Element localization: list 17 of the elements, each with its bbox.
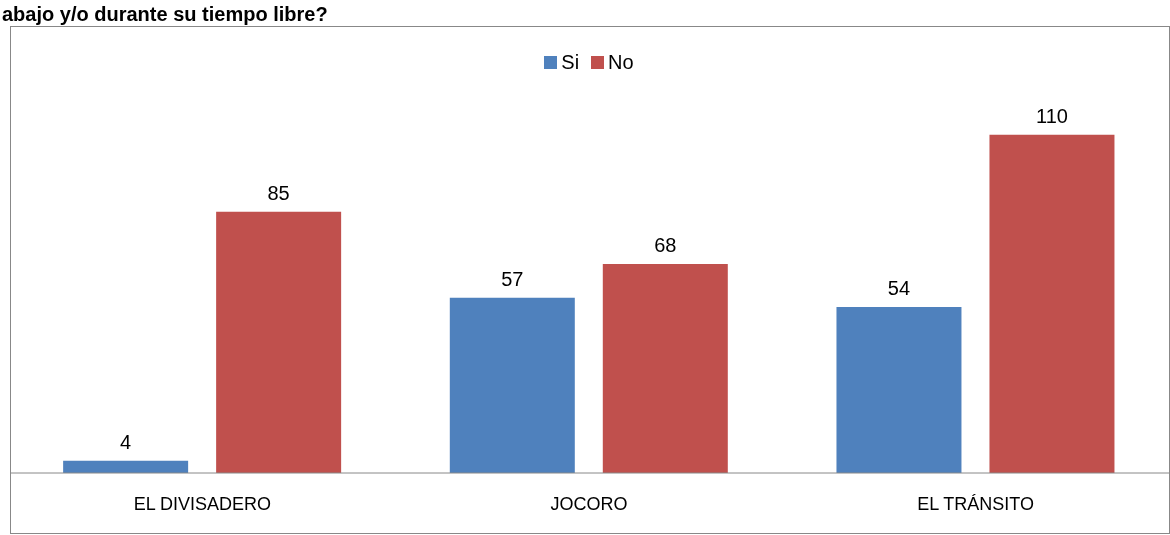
bar <box>449 297 575 473</box>
legend-label: Si <box>560 51 580 74</box>
bar <box>836 306 962 473</box>
data-label: 54 <box>887 276 911 299</box>
bar <box>989 134 1115 473</box>
data-label: 57 <box>501 267 524 290</box>
data-label: 85 <box>267 181 290 204</box>
chart-title: abajo y/o durante su tiempo libre? <box>2 2 329 26</box>
x-tick-label: JOCORO <box>550 493 628 514</box>
legend-label: No <box>607 51 634 74</box>
data-label: 68 <box>654 233 677 256</box>
data-label: 110 <box>1036 104 1068 127</box>
data-label: 4 <box>120 430 132 453</box>
x-tick-label: EL DIVISADERO <box>133 493 272 514</box>
x-tick-label: EL TRÁNSITO <box>917 493 1035 514</box>
bar <box>602 263 728 473</box>
bar <box>216 211 342 473</box>
